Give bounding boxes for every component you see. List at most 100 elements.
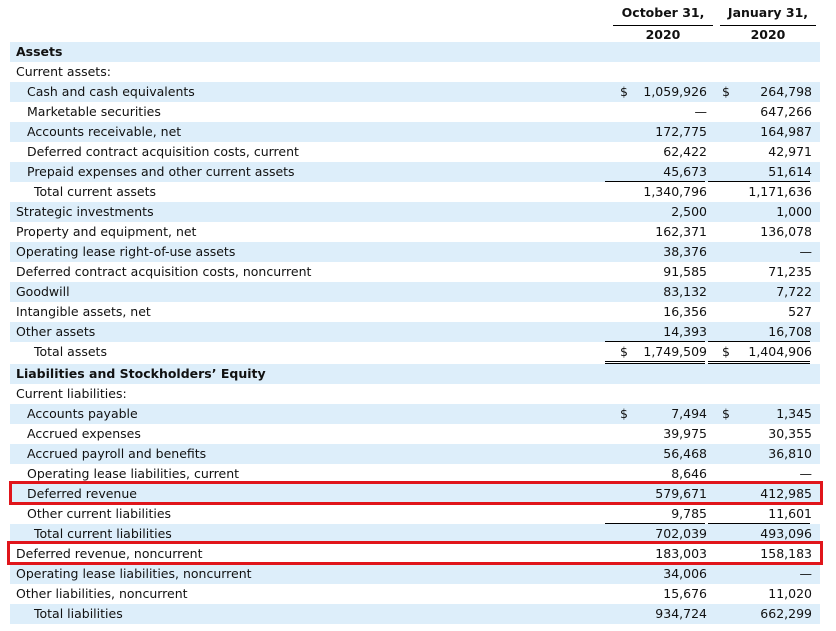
currency-symbol: $ — [722, 84, 730, 99]
value-january: 11,020 — [768, 586, 812, 601]
table-row: Other current liabilities 9,785 11,601 — [10, 504, 820, 524]
value-october: 579,671 — [655, 486, 707, 501]
value-january: 412,985 — [760, 486, 812, 501]
row-label: Total assets — [34, 344, 107, 359]
value-october: 91,585 — [663, 264, 707, 279]
table-row: Assets — [10, 42, 820, 62]
value-october: 2,500 — [671, 204, 707, 219]
value-january: 136,078 — [760, 224, 812, 239]
row-label: Current assets: — [16, 64, 111, 79]
total-rule — [708, 523, 810, 524]
table-row: Current liabilities: — [10, 384, 820, 404]
value-october: 15,676 — [663, 586, 707, 601]
value-october: 702,039 — [655, 526, 707, 541]
currency-symbol: $ — [620, 84, 628, 99]
total-rule — [605, 523, 705, 524]
value-october: 934,724 — [655, 606, 707, 621]
table-row: Accrued expenses 39,975 30,355 — [10, 424, 820, 444]
value-january: — — [799, 466, 813, 481]
table-row: Deferred revenue, noncurrent 183,003 158,1… — [10, 544, 820, 564]
value-october: 83,132 — [663, 284, 707, 299]
row-label: Total current liabilities — [34, 526, 172, 541]
row-label: Goodwill — [16, 284, 70, 299]
highlight-box-deferred-revenue — [9, 481, 823, 505]
value-january: 7,722 — [776, 284, 812, 299]
value-october: — — [694, 104, 708, 119]
value-january: 527 — [788, 304, 812, 319]
column-header-october: October 31, 2020 — [613, 4, 713, 48]
column-header-line1: October 31, — [621, 5, 705, 20]
table-row: Goodwill 83,132 7,722 — [10, 282, 820, 302]
value-october: 172,775 — [655, 124, 707, 139]
row-label: Other assets — [16, 324, 96, 339]
table-row: Property and equipment, net 162,371 136,07… — [10, 222, 820, 242]
value-october: 9,785 — [671, 506, 707, 521]
currency-symbol: $ — [722, 344, 730, 359]
total-rule — [708, 341, 810, 342]
value-january: 51,614 — [768, 164, 812, 179]
header-rule — [613, 25, 713, 26]
row-label: Deferred revenue, noncurrent — [16, 546, 203, 561]
value-october: 39,975 — [663, 426, 707, 441]
table-row: Total current assets 1,340,796 1,171,636 — [10, 182, 820, 202]
row-label: Accounts payable — [27, 406, 138, 421]
row-label: Operating lease liabilities, current — [27, 466, 240, 481]
table-row: Total assets $1,749,509 $1,404,906 — [10, 342, 820, 362]
table-row: Accrued payroll and benefits 56,468 36,810 — [10, 444, 820, 464]
value-october: 56,468 — [663, 446, 707, 461]
value-october: 162,371 — [655, 224, 707, 239]
row-label: Operating lease right-of-use assets — [16, 244, 236, 259]
value-january: 71,235 — [768, 264, 812, 279]
value-january: 493,096 — [760, 526, 812, 541]
table-row: Operating lease liabilities, current 8,64… — [10, 464, 820, 484]
value-october: 62,422 — [663, 144, 707, 159]
row-label: Deferred contract acquisition costs, cur… — [27, 144, 299, 159]
row-label: Other current liabilities — [27, 506, 172, 521]
total-rule — [708, 361, 810, 364]
table-row: Accounts payable $7,494 $1,345 — [10, 404, 820, 424]
table-row: Total current liabilities 702,039 493,096 — [10, 524, 820, 544]
value-january: 1,000 — [776, 204, 812, 219]
row-label: Intangible assets, net — [16, 304, 151, 319]
table-row: Operating lease right-of-use assets 38,37… — [10, 242, 820, 262]
row-label: Total current assets — [34, 184, 157, 199]
value-october: 16,356 — [663, 304, 707, 319]
currency-symbol: $ — [722, 406, 730, 421]
row-label: Accounts receivable, net — [27, 124, 182, 139]
table-row: Liabilities and Stockholders’ Equity — [10, 364, 820, 384]
row-label: Accrued expenses — [27, 426, 141, 441]
value-january: 11,601 — [768, 506, 812, 521]
table-row: Operating lease liabilities, noncurrent 3… — [10, 564, 820, 584]
row-label: Cash and cash equivalents — [27, 84, 195, 99]
highlight-box-deferred-revenue-noncurrent — [7, 541, 823, 565]
value-january: 264,798 — [760, 84, 812, 99]
table-row: Intangible assets, net 16,356 527 — [10, 302, 820, 322]
table-row: Prepaid expenses and other current asset… — [10, 162, 820, 182]
value-october: 34,006 — [663, 566, 707, 581]
column-header-january: January 31, 2020 — [720, 4, 816, 48]
row-label: Deferred contract acquisition costs, non… — [16, 264, 312, 279]
column-header-line2: 2020 — [750, 27, 786, 42]
row-label: Other liabilities, noncurrent — [16, 586, 188, 601]
table-row: Cash and cash equivalents $1,059,926 $264,… — [10, 82, 820, 102]
row-label: Operating lease liabilities, noncurrent — [16, 566, 252, 581]
header-rule — [720, 25, 816, 26]
table-row: Marketable securities — 647,266 — [10, 102, 820, 122]
total-rule — [605, 341, 705, 342]
table-row: Current assets: — [10, 62, 820, 82]
row-label: Prepaid expenses and other current asset… — [27, 164, 295, 179]
total-rule — [605, 181, 705, 182]
row-label: Current liabilities: — [16, 386, 127, 401]
row-label: Total liabilities — [34, 606, 123, 621]
total-rule — [708, 181, 810, 182]
value-october: 1,340,796 — [643, 184, 707, 199]
value-january: 164,987 — [760, 124, 812, 139]
value-january: 16,708 — [768, 324, 812, 339]
value-january: 1,171,636 — [748, 184, 812, 199]
row-label: Assets — [16, 44, 63, 59]
row-label: Marketable securities — [27, 104, 161, 119]
value-october: 14,393 — [663, 324, 707, 339]
table-row: Other assets 14,393 16,708 — [10, 322, 820, 342]
value-october: 7,494 — [671, 406, 707, 421]
